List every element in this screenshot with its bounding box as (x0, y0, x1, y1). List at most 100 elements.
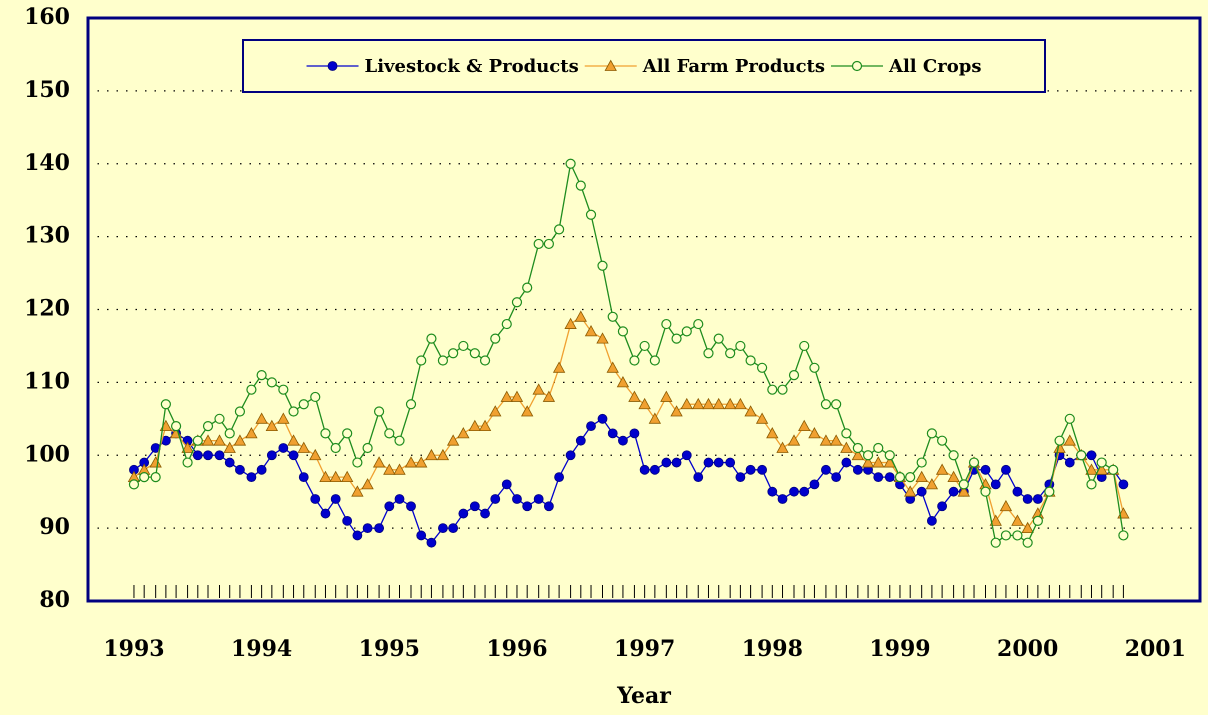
data-point (426, 537, 437, 548)
data-point (437, 355, 449, 366)
data-point (724, 397, 737, 410)
data-point (735, 340, 746, 352)
data-point (767, 486, 778, 497)
data-point (617, 326, 629, 337)
data-point (957, 485, 970, 497)
data-point (884, 472, 895, 483)
data-point (234, 406, 246, 417)
data-point (351, 485, 364, 497)
data-point (373, 406, 385, 417)
data-point (639, 464, 650, 475)
data-point (128, 479, 140, 490)
data-point (744, 405, 757, 417)
data-point (278, 384, 289, 395)
data-point (372, 456, 386, 468)
data-point (980, 464, 991, 475)
data-point (926, 515, 937, 526)
series (128, 158, 1129, 548)
data-point (182, 457, 193, 468)
y-tick-label: 130 (24, 223, 70, 249)
data-point (181, 441, 194, 453)
data-point (542, 390, 556, 402)
data-point (999, 499, 1013, 512)
data-point (553, 224, 565, 235)
data-point (905, 472, 916, 483)
data-point (1108, 464, 1119, 475)
data-point (425, 448, 438, 461)
legend-label: All Crops (888, 56, 981, 77)
data-point (468, 419, 482, 431)
data-point (597, 260, 608, 271)
data-point (203, 450, 213, 461)
legend-box (242, 39, 1046, 93)
data-point (618, 435, 628, 446)
data-point (1096, 457, 1107, 468)
data-point (937, 501, 948, 512)
data-point (745, 355, 756, 366)
data-point (799, 486, 810, 497)
data-point (926, 428, 937, 439)
x-tick-label: 1994 (231, 636, 292, 662)
data-point (310, 494, 321, 504)
data-point (767, 384, 778, 395)
data-point (872, 456, 885, 468)
data-point (543, 238, 554, 250)
y-tick-label: 100 (24, 441, 70, 467)
x-tick-label: 1993 (103, 636, 164, 662)
data-point (565, 450, 576, 461)
data-point (1054, 435, 1065, 446)
x-tick-label: 1996 (486, 636, 547, 662)
data-point (278, 443, 289, 453)
data-point (693, 318, 704, 330)
data-point (861, 456, 875, 468)
data-point (500, 390, 513, 402)
data-point (809, 362, 820, 373)
data-point (352, 530, 363, 541)
data-point (362, 442, 373, 454)
data-point (150, 472, 161, 483)
data-point (224, 457, 235, 468)
data-point (510, 390, 524, 402)
data-point (1011, 514, 1024, 526)
data-point (255, 412, 268, 424)
data-point (703, 457, 714, 468)
data-point (458, 340, 469, 352)
data-point (490, 494, 501, 504)
legend-marker (604, 59, 617, 71)
data-point (787, 434, 801, 446)
legend-label: All Farm Products (642, 56, 825, 77)
data-point (789, 486, 799, 497)
data-point (925, 478, 939, 490)
data-point (808, 427, 821, 439)
data-point (1001, 464, 1011, 475)
data-point (585, 209, 597, 220)
legend-marker (851, 60, 863, 72)
data-point (394, 494, 405, 504)
data-point (820, 399, 832, 410)
data-point (819, 434, 833, 446)
data-point (766, 427, 779, 439)
data-point (831, 399, 842, 410)
data-point (1012, 530, 1023, 541)
data-point (266, 377, 277, 388)
data-point (224, 428, 235, 439)
series-line (133, 417, 1124, 544)
data-point (1032, 515, 1043, 526)
data-point (405, 399, 417, 410)
data-point (319, 470, 332, 483)
data-point (840, 441, 853, 453)
data-point (490, 333, 501, 344)
data-point (374, 523, 384, 534)
legend: Livestock & Products All Farm Products All… (242, 39, 1046, 93)
data-point (404, 456, 418, 468)
data-point (852, 442, 863, 454)
data-point (246, 472, 257, 483)
data-point (916, 457, 927, 468)
data-point (702, 397, 715, 410)
y-tick-label: 90 (39, 514, 70, 540)
data-point (1032, 494, 1043, 504)
data-point (829, 434, 843, 446)
series (129, 413, 1129, 548)
y-tick-label: 110 (24, 368, 70, 394)
data-point (235, 464, 245, 475)
